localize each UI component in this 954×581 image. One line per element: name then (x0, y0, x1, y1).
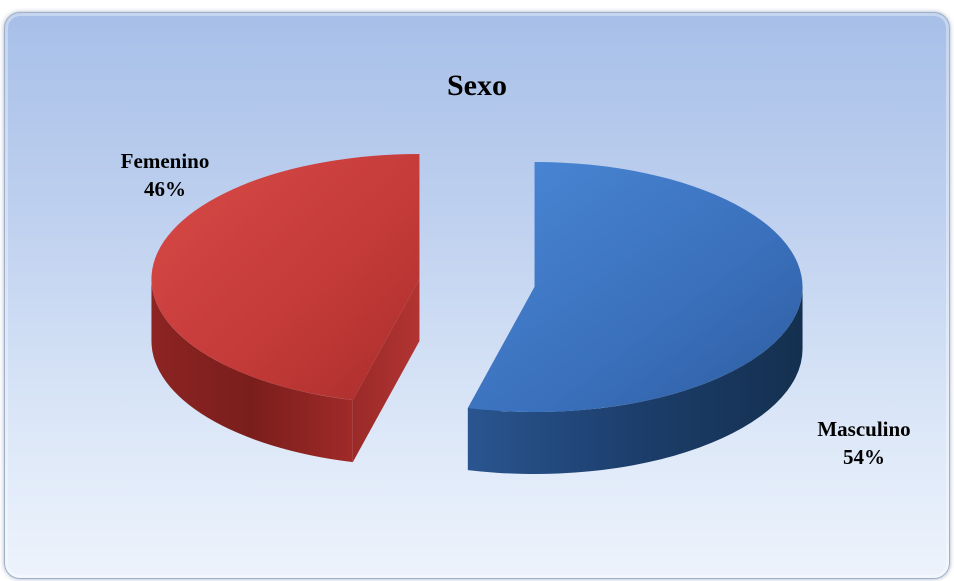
slice-top-face (467, 161, 803, 412)
pie-slice-femenino (151, 154, 420, 463)
slice-value-femenino: 46% (144, 177, 186, 201)
chart-title: Sexo (447, 69, 507, 102)
slice-side-face (151, 279, 353, 463)
chart-area: Sexo Masculino 54% Femenino 46% (4, 12, 950, 579)
slice-label-femenino: Femenino (121, 149, 210, 173)
pie-chart: Sexo Masculino 54% Femenino 46% (121, 69, 911, 474)
slice-top-face (151, 154, 420, 401)
pie-slice-masculino (467, 161, 803, 474)
slice-side-face (467, 286, 803, 474)
slice-value-masculino: 54% (843, 445, 885, 469)
slice-label-masculino: Masculino (817, 417, 910, 441)
slice-cut-face (352, 279, 420, 463)
